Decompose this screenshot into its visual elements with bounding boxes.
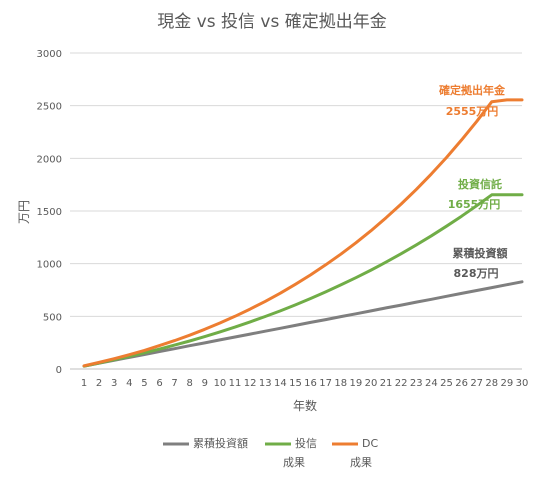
y-axis-label: 万円 [17, 200, 31, 224]
x-tick-label: 16 [304, 378, 317, 389]
y-axis-ticks: 0 500 1000 1500 2000 2500 3000 [37, 49, 62, 376]
x-tick-label: 12 [244, 378, 257, 389]
x-tick-label: 11 [229, 378, 242, 389]
x-tick-label: 15 [289, 378, 302, 389]
legend-label: 成果 [350, 456, 372, 469]
annotation-label: 投資信託 [458, 177, 502, 191]
x-tick-label: 8 [187, 378, 193, 389]
x-tick-label: 1 [81, 378, 87, 389]
x-tick-label: 14 [274, 378, 287, 389]
series-line [82, 193, 524, 368]
x-tick-label: 23 [410, 378, 423, 389]
x-tick-label: 21 [380, 378, 393, 389]
x-tick-label: 9 [202, 378, 208, 389]
annotation-value: 1655万円 [448, 198, 501, 211]
x-tick-label: 27 [470, 378, 483, 389]
series-line [82, 98, 524, 368]
x-axis-label: 年数 [293, 398, 317, 413]
x-tick-label: 20 [365, 378, 378, 389]
x-tick-label: 29 [501, 378, 514, 389]
y-tick-label: 1500 [37, 207, 62, 218]
x-tick-label: 26 [455, 378, 468, 389]
legend-label: 累積投資額 [193, 436, 248, 450]
annotation-value: 2555万円 [446, 105, 499, 118]
x-tick-label: 7 [171, 378, 177, 389]
x-tick-label: 30 [516, 378, 529, 389]
series-lines [82, 98, 524, 368]
legend-label: 投信 [295, 436, 317, 450]
annotation-label: 累積投資額 [453, 246, 508, 260]
x-tick-label: 13 [259, 378, 272, 389]
series-line [82, 280, 524, 368]
x-tick-label: 24 [425, 378, 438, 389]
x-tick-label: 4 [126, 378, 132, 389]
x-tick-label: 5 [141, 378, 147, 389]
legend-label: 成果 [283, 456, 305, 469]
annotation-value: 828万円 [454, 267, 499, 280]
x-tick-label: 22 [395, 378, 408, 389]
y-tick-label: 0 [56, 365, 62, 376]
x-tick-label: 3 [111, 378, 117, 389]
x-tick-label: 17 [319, 378, 332, 389]
x-axis-ticks: 1 2 3 4 5 6 7 8 9 10 11 12 13 14 15 16 17 18 19 20 21 22 23 24 2… [81, 378, 529, 389]
y-tick-label: 2000 [37, 154, 62, 165]
chart-title: 現金 vs 投信 vs 確定拠出年金 [157, 12, 386, 32]
y-tick-label: 2500 [37, 102, 62, 113]
x-tick-label: 19 [349, 378, 362, 389]
x-tick-label: 10 [214, 378, 227, 389]
legend-label: DC [362, 437, 378, 450]
x-tick-label: 18 [334, 378, 347, 389]
y-tick-label: 1000 [37, 260, 62, 271]
gridlines [70, 52, 522, 317]
x-tick-label: 28 [485, 378, 498, 389]
y-tick-label: 3000 [37, 49, 62, 60]
x-tick-label: 2 [96, 378, 102, 389]
x-tick-label: 25 [440, 378, 453, 389]
annotation-label: 確定拠出年金 [439, 83, 506, 97]
x-tick-label: 6 [156, 378, 162, 389]
y-tick-label: 500 [43, 312, 62, 323]
